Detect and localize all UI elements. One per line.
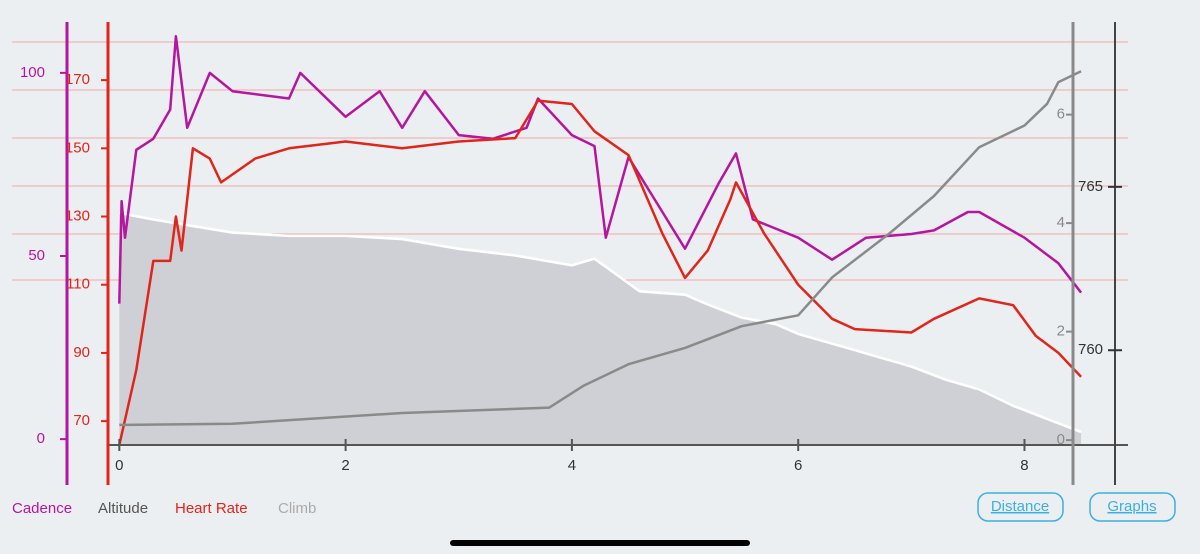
y-tick-label: 50 <box>28 247 45 264</box>
x-tick-label: 0 <box>115 457 123 474</box>
area-fill <box>119 213 1082 445</box>
y-tick-label: 150 <box>65 139 90 156</box>
y-tick-label: 4 <box>1057 214 1065 231</box>
y-tick-label: 765 <box>1078 178 1103 195</box>
legend-entry: Altitude <box>98 500 148 517</box>
y-tick-label: 0 <box>37 430 45 447</box>
y-tick-label: 2 <box>1057 323 1065 340</box>
y-tick-label: 6 <box>1057 106 1065 123</box>
buttons: Distance Graphs <box>977 492 1176 522</box>
distance-button-label[interactable]: Distance <box>991 498 1049 515</box>
legend-entry: Climb <box>278 500 316 517</box>
marks <box>118 34 1083 446</box>
y-tick-label: 130 <box>65 207 90 224</box>
graphs-button[interactable] <box>1089 492 1176 522</box>
y-tick-label: 100 <box>20 64 45 81</box>
home-indicator <box>450 540 750 546</box>
x-tick-label: 8 <box>1020 457 1028 474</box>
y-tick-label: 760 <box>1078 341 1103 358</box>
y-tick-label: 110 <box>66 276 90 293</box>
y-tick-label: 170 <box>65 71 90 88</box>
line <box>118 34 1083 304</box>
distance-button[interactable] <box>977 492 1064 522</box>
x-tick-label: 4 <box>568 457 576 474</box>
line <box>119 70 1082 427</box>
graphs-button-label[interactable]: Graphs <box>1107 498 1156 515</box>
area-line <box>119 211 1082 434</box>
line <box>118 99 1083 446</box>
y-tick-label: 70 <box>73 412 90 429</box>
legend-entry: Cadence <box>12 500 72 517</box>
x-tick-label: 6 <box>794 457 802 474</box>
y-tick-label: 90 <box>73 344 90 361</box>
axes: 0 2 4 6 8 760 765 0 50 100 70 90 110 130 150 170 0 2 4 6 <box>20 64 1122 474</box>
x-tick-label: 2 <box>341 457 349 474</box>
y-tick-label: 0 <box>1057 431 1065 448</box>
legend-entry: Heart Rate <box>175 500 248 517</box>
